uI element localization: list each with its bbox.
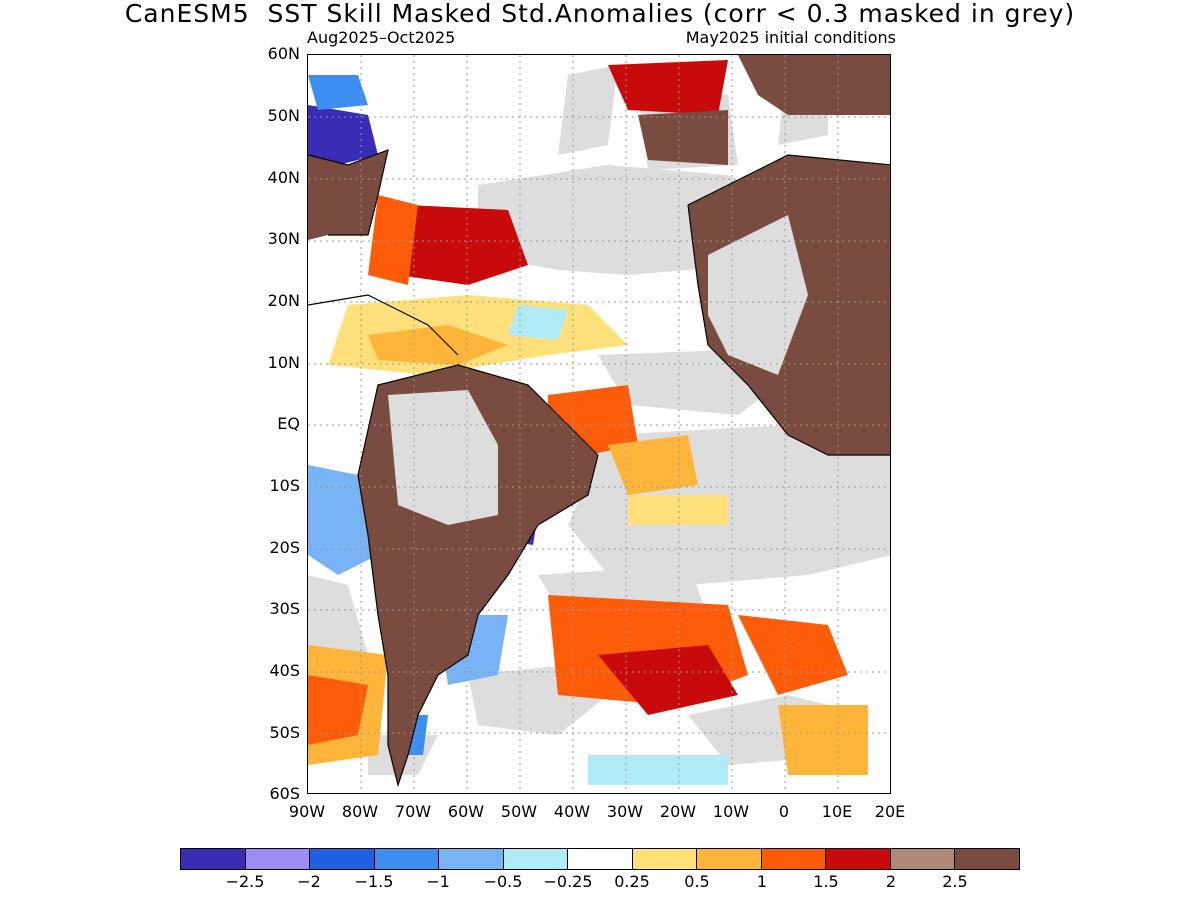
colorbar-label: −2 [297,872,321,891]
coastlines [308,149,890,788]
forecast-period: Aug2025–Oct2025 [307,28,456,47]
colorbar-cell [374,849,440,869]
colorbar-label: 0.25 [614,872,650,891]
lon-label-20e: 20E [874,802,906,821]
lat-label-10n: 10N [267,353,300,372]
colorbar-label: 0.5 [684,872,710,891]
lat-label-10s: 10S [269,476,300,495]
lat-label-60s: 60S [269,784,300,803]
lat-label-50s: 50S [269,723,300,742]
colorbar-cell [632,849,698,869]
colorbar-cell [697,849,762,869]
lat-label-20s: 20S [269,538,300,557]
lat-label-eq: EQ [277,414,300,433]
colorbar-label: 1.5 [813,872,839,891]
colorbar-cell [310,849,375,869]
colorbar-label: 2.5 [942,872,968,891]
chart-title: CanESM5 SST Skill Masked Std.Anomalies (… [124,0,1076,28]
colorbar-cell [826,849,891,869]
colorbar-label: −2.5 [225,872,265,891]
sst-anomaly-map [307,54,891,794]
map-canvas [308,55,890,793]
lat-label-50n: 50N [267,106,300,125]
lon-label-60w: 60W [447,802,485,821]
colorbar-cell [890,849,956,869]
lat-label-40n: 40N [267,168,300,187]
colorbar-cell [568,849,633,869]
graticule [308,55,890,793]
lon-label-80w: 80W [341,802,379,821]
lon-label-0: 0 [778,802,790,821]
colorbar [180,848,1020,870]
colorbar-cell [503,849,569,869]
colorbar-label: 2 [885,872,897,891]
colorbar-label: −0.25 [543,872,593,891]
colorbar-label: −1 [426,872,450,891]
lon-label-40w: 40W [553,802,591,821]
colorbar-cell [955,849,1019,869]
lon-label-10e: 10E [821,802,853,821]
colorbar-label: −0.5 [483,872,523,891]
colorbar-cell [439,849,504,869]
lon-label-30w: 30W [606,802,644,821]
lat-label-20n: 20N [267,291,300,310]
lat-label-40s: 40S [269,661,300,680]
lon-label-20w: 20W [659,802,697,821]
colorbar-cell [245,849,311,869]
north-america-land [308,150,388,240]
colorbar-cell [181,849,246,869]
continent-mask [388,215,808,525]
lon-label-10w: 10W [712,802,750,821]
initial-conditions-label: May2025 initial conditions [685,28,896,47]
europe-land [738,55,890,115]
lon-label-90w: 90W [288,802,326,821]
lon-label-70w: 70W [394,802,432,821]
lat-label-30s: 30S [269,599,300,618]
colorbar-label: 1 [756,872,768,891]
lat-label-60n: 60N [267,44,300,63]
colorbar-label: −1.5 [354,872,394,891]
lat-label-30n: 30N [267,229,300,248]
colorbar-cell [761,849,827,869]
lon-label-50w: 50W [500,802,538,821]
